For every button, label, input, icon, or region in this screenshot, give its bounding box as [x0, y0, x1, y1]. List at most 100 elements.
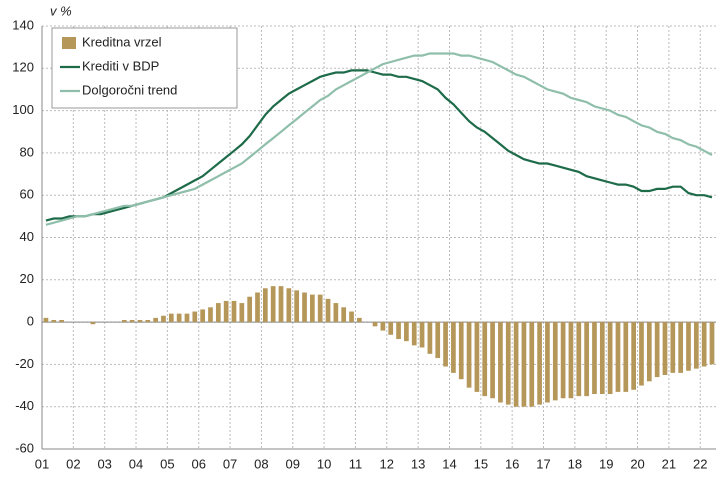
bar [498, 322, 503, 403]
bar [537, 322, 542, 405]
bar [576, 322, 582, 397]
bar [709, 322, 715, 365]
x-tick-label: 09 [286, 456, 300, 471]
x-tick-label: 21 [662, 456, 676, 471]
legend-label: Krediti v BDP [82, 58, 159, 73]
x-tick-label: 18 [568, 456, 582, 471]
bar [333, 303, 339, 323]
bar [310, 294, 315, 323]
bar [357, 317, 362, 323]
bar [153, 317, 158, 323]
x-tick-label: 14 [442, 456, 456, 471]
bar [545, 322, 550, 403]
bar [176, 313, 182, 323]
x-tick-label: 02 [66, 456, 80, 471]
bar [145, 319, 151, 323]
bar [482, 322, 488, 397]
bar [513, 322, 519, 407]
bar [184, 313, 190, 323]
bar [490, 322, 495, 399]
bar [693, 322, 699, 369]
bar [662, 322, 668, 375]
bar [599, 322, 605, 395]
bar [686, 322, 691, 371]
bar [474, 322, 480, 392]
bar [137, 319, 143, 323]
x-tick-label: 19 [599, 456, 613, 471]
y-tick-label: 60 [20, 187, 34, 202]
bar [466, 322, 472, 388]
bar [325, 298, 331, 323]
bar [419, 322, 425, 348]
y-tick-label: 140 [12, 17, 34, 32]
legend-swatch [62, 37, 76, 49]
x-tick-label: 01 [35, 456, 49, 471]
bar [286, 288, 292, 323]
bar [380, 322, 386, 331]
bar [200, 309, 205, 323]
bar [670, 322, 676, 373]
bar [458, 322, 464, 380]
bar [552, 322, 558, 401]
x-tick-label: 12 [380, 456, 394, 471]
bar [223, 300, 229, 323]
x-tick-label: 08 [254, 456, 268, 471]
x-tick-label: 20 [630, 456, 644, 471]
bar [270, 286, 276, 323]
bar [521, 322, 527, 407]
bar [443, 322, 448, 367]
bar [208, 307, 213, 323]
bar [278, 286, 284, 323]
bar [294, 290, 300, 323]
y-tick-label: 80 [20, 144, 34, 159]
bar [51, 319, 57, 323]
x-tick-label: 07 [223, 456, 237, 471]
line [45, 52, 713, 226]
bar [239, 303, 245, 323]
bar [404, 322, 409, 342]
legend-label: Dolgoročni trend [82, 82, 177, 97]
bar [701, 322, 707, 367]
bar [215, 303, 221, 323]
x-tick-label: 13 [411, 456, 425, 471]
bar [247, 296, 253, 323]
x-tick-label: 04 [129, 456, 143, 471]
bar [121, 319, 127, 323]
bar [161, 315, 166, 323]
bar [59, 319, 64, 323]
x-tick-label: 17 [536, 456, 550, 471]
y-tick-label: 100 [12, 102, 34, 117]
x-tick-label: 22 [693, 456, 707, 471]
y-axis-label: v % [50, 3, 72, 18]
bar [654, 322, 660, 378]
bar [341, 307, 347, 323]
x-tick-label: 03 [97, 456, 111, 471]
bar [129, 319, 135, 323]
bar [592, 322, 597, 395]
x-tick-label: 11 [349, 456, 363, 471]
bar [349, 311, 354, 323]
y-tick-label: -20 [15, 356, 34, 371]
bar [451, 322, 456, 373]
bar [396, 322, 401, 340]
x-tick-label: 10 [317, 456, 331, 471]
bar [631, 322, 636, 390]
bar [372, 322, 378, 327]
bar [317, 294, 323, 323]
x-tick-label: 16 [505, 456, 519, 471]
y-tick-label: 120 [12, 60, 34, 75]
bar [388, 322, 394, 335]
legend-label: Kreditna vrzel [82, 34, 162, 49]
bar [560, 322, 566, 399]
y-tick-label: 20 [20, 271, 34, 286]
bar [584, 322, 589, 397]
x-tick-label: 06 [191, 456, 205, 471]
bar [255, 292, 260, 323]
bar [90, 322, 96, 325]
bar [505, 322, 511, 405]
legend-box [51, 27, 238, 109]
bar [231, 300, 237, 323]
bar [568, 322, 574, 399]
